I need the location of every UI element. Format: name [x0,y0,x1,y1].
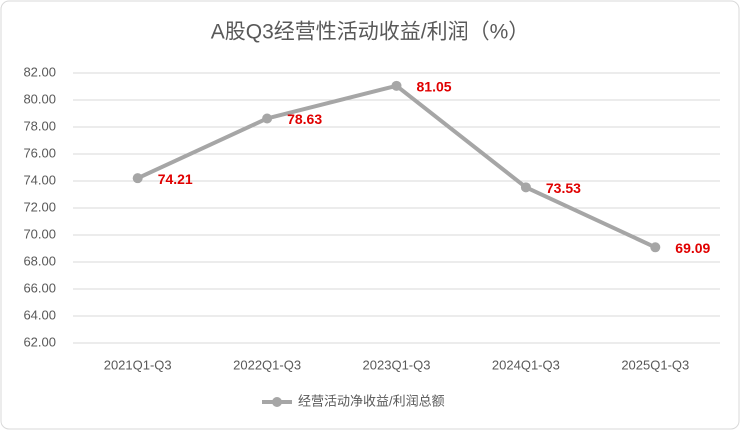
data-label: 78.63 [287,111,322,127]
legend-marker [272,397,282,407]
x-tick-label: 2023Q1-Q3 [363,357,431,372]
y-tick-label: 64.00 [23,307,56,322]
chart-title: A股Q3经营性活动收益/利润（%） [211,21,530,44]
x-tick-label: 2022Q1-Q3 [233,357,301,372]
point [520,182,531,193]
point [132,173,143,184]
y-tick-label: 82.00 [23,64,56,79]
legend-label: 经营活动净收益/利润总额 [298,393,445,408]
x-tick-label: 2024Q1-Q3 [492,357,560,372]
y-tick-label: 76.00 [23,145,56,160]
y-tick-label: 72.00 [23,199,56,214]
y-tick-label: 62.00 [23,334,56,349]
point [391,80,402,91]
y-tick-label: 80.00 [23,91,56,106]
point [650,242,661,253]
point [262,113,273,124]
y-tick-label: 66.00 [23,280,56,295]
y-tick-label: 68.00 [23,253,56,268]
data-label: 69.09 [675,240,710,256]
y-tick-label: 78.00 [23,118,56,133]
data-label: 73.53 [546,180,581,196]
x-tick-label: 2025Q1-Q3 [621,357,689,372]
data-label: 81.05 [417,79,452,95]
y-tick-label: 74.00 [23,172,56,187]
data-label: 74.21 [158,171,193,187]
x-tick-label: 2021Q1-Q3 [104,357,172,372]
y-tick-label: 70.00 [23,226,56,241]
